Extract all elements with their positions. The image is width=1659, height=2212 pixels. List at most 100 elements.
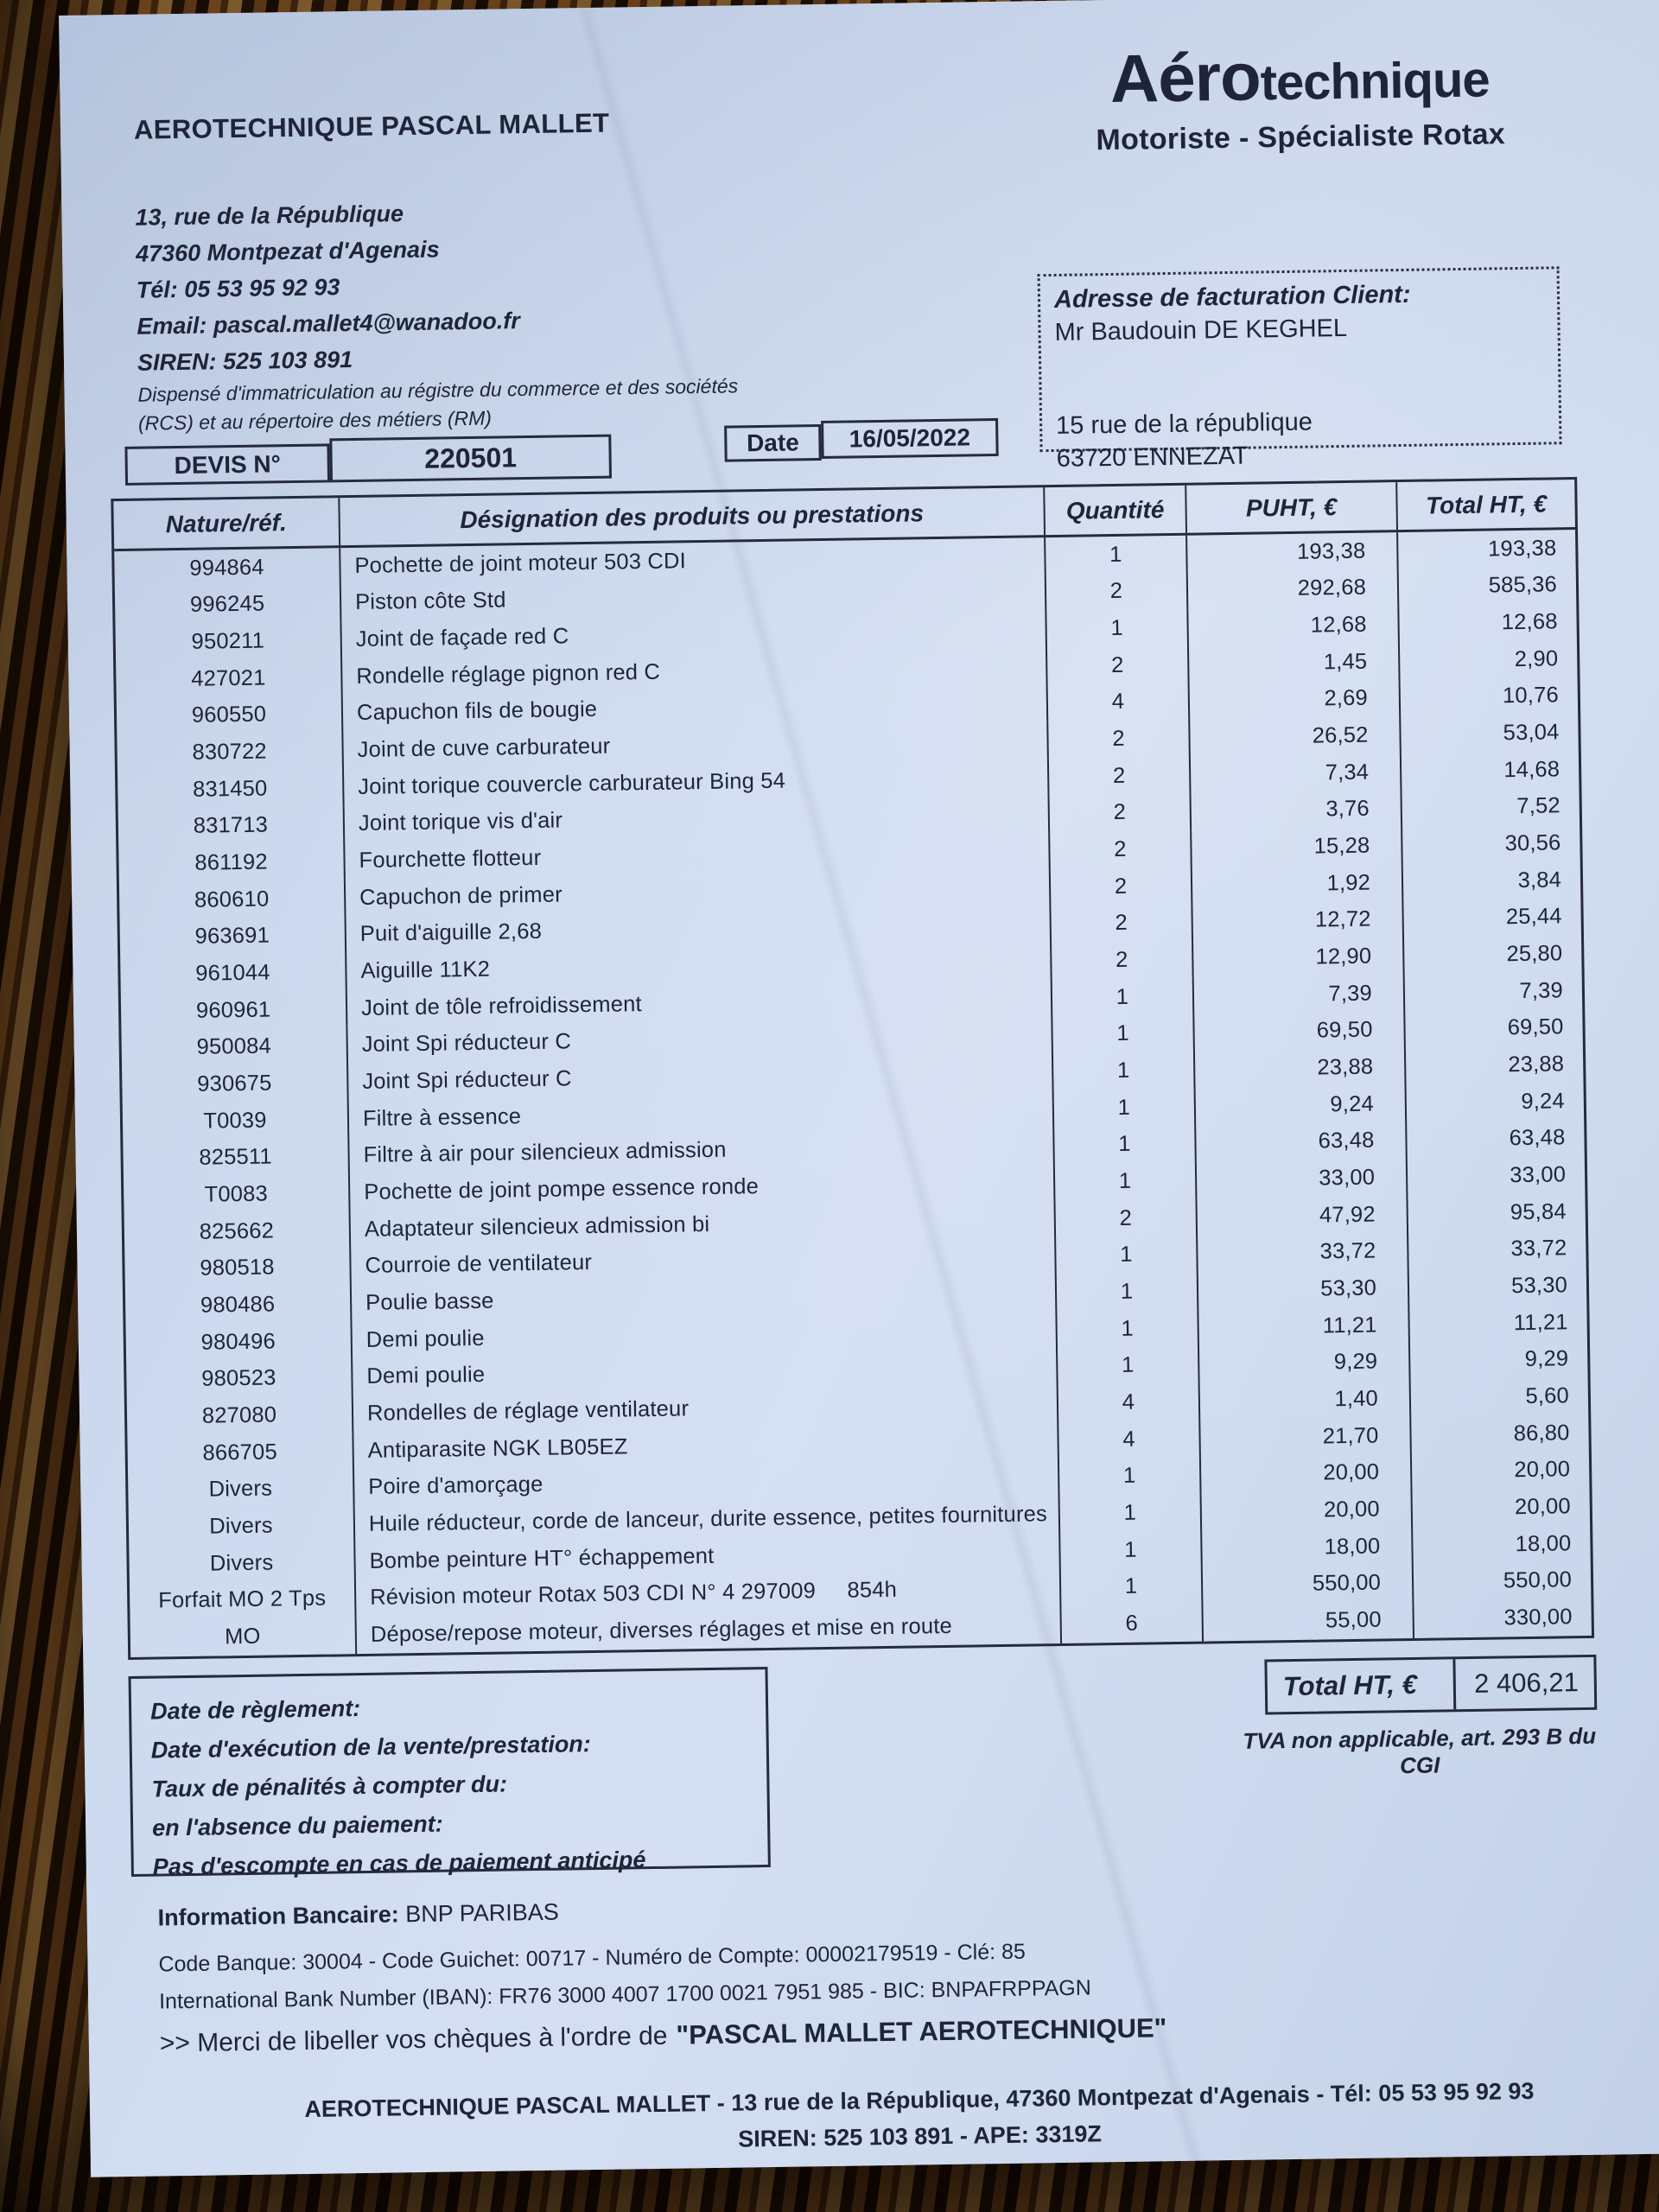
cell-total: 53,30 xyxy=(1510,1273,1568,1299)
cell-ref: 866705 xyxy=(127,1433,355,1473)
cell-ref: 980523 xyxy=(126,1358,353,1400)
cell-qty: 2 xyxy=(1049,793,1192,833)
cell-puht: 550,00 xyxy=(1202,1564,1414,1605)
cell-ref: 960550 xyxy=(116,695,344,736)
cell-qty: 1 xyxy=(1052,977,1195,1017)
cell-ref: Divers xyxy=(128,1469,355,1510)
cell-ref: 980496 xyxy=(125,1322,353,1363)
cell-qty: 6 xyxy=(1061,1604,1205,1643)
cell-puht: 3,76 xyxy=(1191,790,1403,830)
total-ht-box: Total HT, € 2 406,21 xyxy=(1264,1654,1598,1715)
cell-total: 10,76 xyxy=(1502,683,1560,709)
bank-info-label: Information Bancaire: xyxy=(157,1901,399,1931)
cell-ref: 831450 xyxy=(118,769,345,810)
cell-total: 330,00 xyxy=(1503,1605,1573,1630)
cell-total: 23,88 xyxy=(1508,1052,1565,1077)
cell-qty: 1 xyxy=(1056,1236,1198,1275)
cell-qty: 2 xyxy=(1048,719,1191,760)
cell-qty: 4 xyxy=(1058,1382,1201,1423)
company-siren: SIREN: 525 103 891 xyxy=(137,346,353,376)
cell-total: 95,84 xyxy=(1510,1199,1567,1225)
cell-qty: 1 xyxy=(1060,1567,1204,1607)
items-table: Nature/réf. Désignation des produits ou … xyxy=(111,476,1595,1661)
cell-total: 12,68 xyxy=(1501,609,1558,635)
cell-total: 2,90 xyxy=(1514,646,1559,671)
cell-puht: 2,69 xyxy=(1189,679,1402,720)
cell-total: 193,38 xyxy=(1487,536,1557,562)
cell-ref: 963691 xyxy=(119,916,347,957)
header-designation: Désignation des produits ou prestations xyxy=(340,487,1046,546)
cell-qty: 1 xyxy=(1052,1014,1195,1054)
cell-ref: Divers xyxy=(129,1543,356,1584)
cheque-payee: "PASCAL MALLET AEROTECHNIQUE" xyxy=(676,2012,1167,2050)
cell-ref: 825662 xyxy=(124,1211,352,1252)
table-body: 994864 Pochette de joint moteur 503 CDI 1 1… xyxy=(114,530,1592,1657)
cell-puht: 9,24 xyxy=(1195,1085,1408,1126)
billing-address-box: Adresse de facturation Client: Mr Baudou… xyxy=(1037,266,1562,473)
cell-puht: 21,70 xyxy=(1200,1416,1412,1458)
payment-terms-box: Date de règlement: Date d'exécution de l… xyxy=(128,1667,771,1880)
cell-ref: MO xyxy=(130,1617,358,1657)
cell-puht: 20,00 xyxy=(1201,1491,1414,1531)
cell-total: 585,36 xyxy=(1488,572,1558,599)
cell-puht: 7,34 xyxy=(1190,753,1402,794)
cell-qty: 1 xyxy=(1060,1530,1203,1570)
cell-total: 69,50 xyxy=(1507,1014,1564,1040)
cell-qty: 1 xyxy=(1058,1457,1202,1497)
cell-qty: 2 xyxy=(1051,904,1194,944)
cell-ref: T0083 xyxy=(123,1174,351,1216)
cell-puht: 1,45 xyxy=(1188,643,1401,683)
cell-ref: 930675 xyxy=(122,1064,349,1105)
cell-puht: 53,30 xyxy=(1198,1269,1410,1310)
company-address-line2: 47360 Montpezat d'Agenais xyxy=(135,236,440,267)
cell-puht: 193,38 xyxy=(1187,532,1399,573)
cell-ref: 980518 xyxy=(124,1248,352,1289)
cell-puht: 55,00 xyxy=(1203,1601,1415,1642)
devis-number-value: 220501 xyxy=(329,434,613,483)
rcs-exemption-note: Dispensé d'immatriculation au régistre d… xyxy=(137,372,743,437)
bank-name: BNP PARIBAS xyxy=(398,1898,559,1928)
cell-total: 18,00 xyxy=(1515,1531,1572,1557)
cell-puht: 12,90 xyxy=(1193,938,1405,978)
devis-number-label: DEVIS N° xyxy=(124,443,331,486)
cell-qty: 1 xyxy=(1054,1161,1198,1202)
cell-puht: 1,92 xyxy=(1192,864,1404,905)
brand-logo: Aérotechnique Motoriste - Spécialiste Ro… xyxy=(1019,33,1582,159)
total-ht-value: 2 406,21 xyxy=(1473,1667,1580,1699)
cell-total: 14,68 xyxy=(1503,757,1560,783)
cell-qty: 1 xyxy=(1046,609,1189,649)
cell-total: 7,52 xyxy=(1516,793,1560,819)
cell-ref: Divers xyxy=(128,1506,356,1547)
cell-ref: 980486 xyxy=(124,1285,353,1326)
cheque-instruction-prefix: >> Merci de libeller vos chèques à l'ord… xyxy=(159,2021,668,2058)
cell-puht: 33,00 xyxy=(1196,1159,1408,1199)
cell-ref: 427021 xyxy=(116,658,343,699)
cell-qty: 1 xyxy=(1057,1309,1199,1349)
terms-line-5: Pas d'escompte en cas de paiement antici… xyxy=(152,1847,646,1880)
brand-wordmark: Aérotechnique xyxy=(1019,33,1581,120)
cell-total: 11,21 xyxy=(1513,1310,1568,1336)
cell-puht: 7,39 xyxy=(1193,975,1406,1015)
cell-puht: 11,21 xyxy=(1198,1306,1410,1347)
bank-info-line: Information Bancaire: BNP PARIBAS xyxy=(157,1899,559,1932)
cell-total: 9,24 xyxy=(1521,1089,1566,1114)
cell-puht: 47,92 xyxy=(1197,1195,1409,1236)
cheque-instruction: >> Merci de libeller vos chèques à l'ord… xyxy=(160,2012,1167,2058)
cell-qty: 1 xyxy=(1046,535,1188,575)
company-address-block: 13, rue de la République 47360 Montpezat… xyxy=(135,194,521,381)
brand-wordmark-primary: Aéro xyxy=(1109,38,1262,117)
company-phone: Tél: 05 53 95 92 93 xyxy=(136,274,340,303)
cell-qty: 2 xyxy=(1050,867,1193,906)
cell-ref: 960961 xyxy=(120,990,348,1031)
cell-puht: 23,88 xyxy=(1194,1048,1407,1089)
cell-ref: 825511 xyxy=(123,1137,350,1179)
cell-total: 30,56 xyxy=(1504,830,1561,856)
cell-qty: 1 xyxy=(1052,1051,1196,1091)
cell-total: 7,39 xyxy=(1519,978,1564,1003)
cell-total: 20,00 xyxy=(1514,1457,1571,1483)
cell-qty: 1 xyxy=(1054,1125,1197,1165)
cell-puht: 26,52 xyxy=(1190,716,1402,757)
cell-puht: 33,72 xyxy=(1198,1232,1409,1273)
brand-wordmark-secondary: technique xyxy=(1260,51,1491,111)
